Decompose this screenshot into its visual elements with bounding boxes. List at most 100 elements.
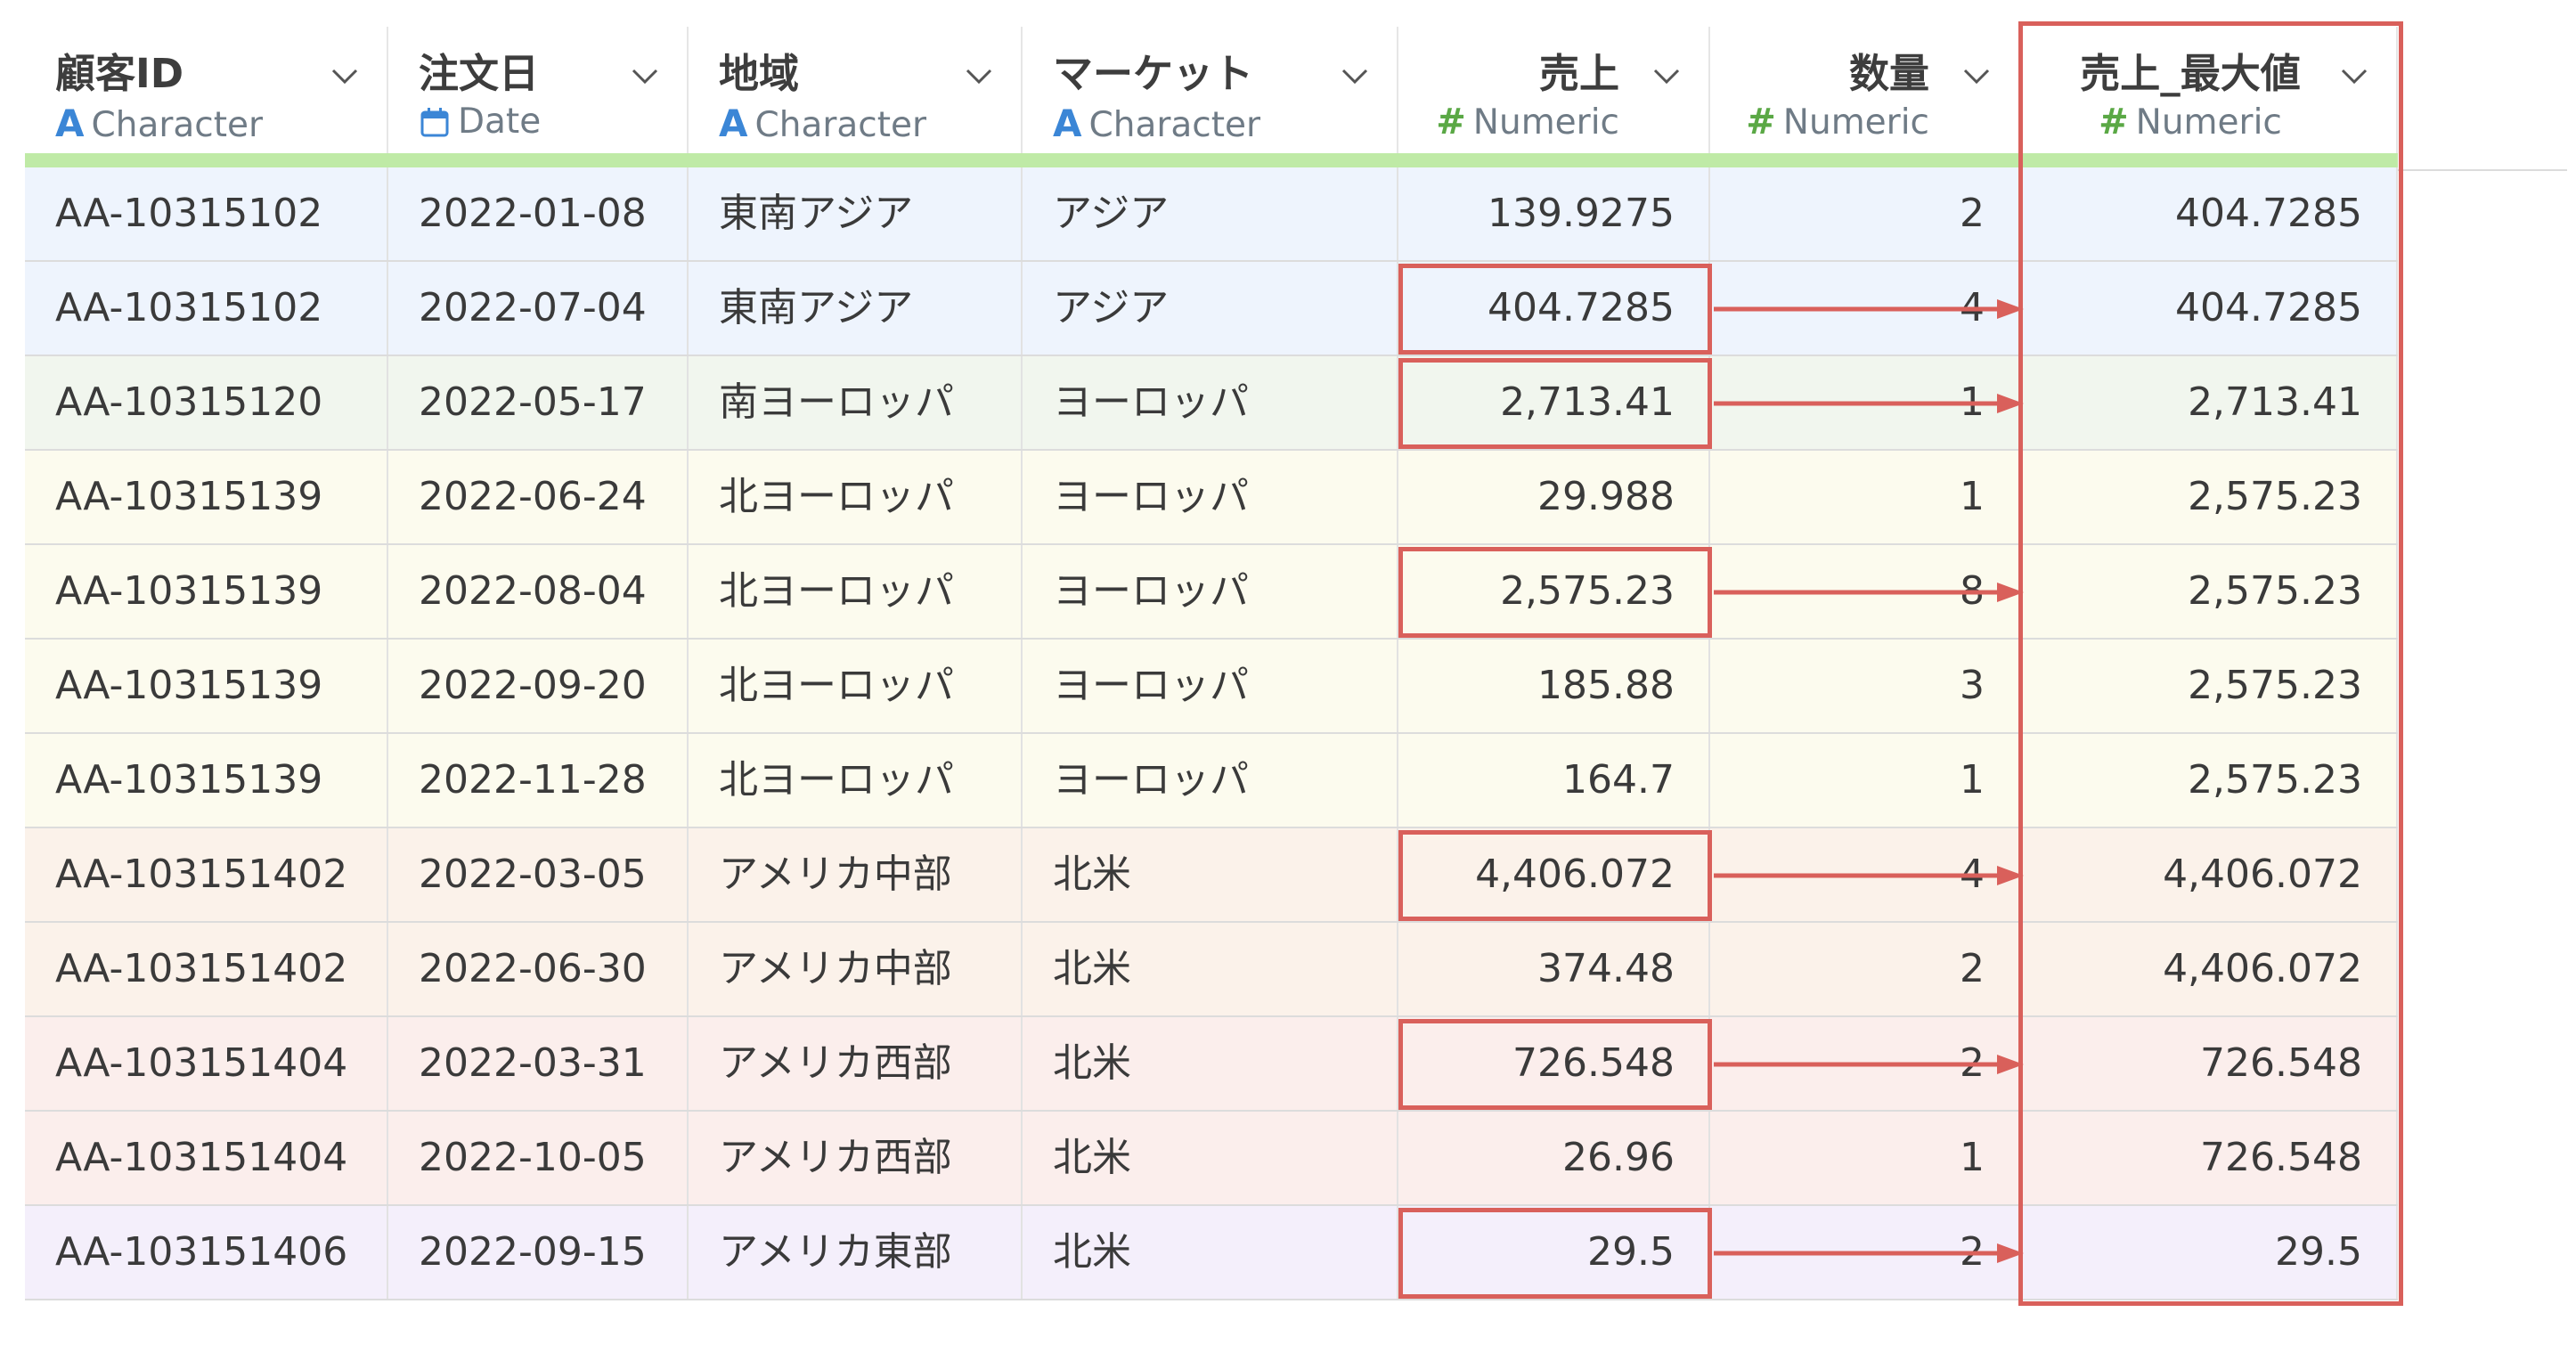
customer-id-cell[interactable]: AA-103151404 bbox=[25, 1017, 388, 1110]
order-date-cell[interactable]: 2022-06-30 bbox=[388, 923, 689, 1015]
customer-id-cell[interactable]: AA-10315139 bbox=[25, 640, 388, 732]
sales-max-cell[interactable]: 726.548 bbox=[2020, 1112, 2398, 1204]
sales-max-cell[interactable]: 726.548 bbox=[2020, 1017, 2398, 1110]
region-cell[interactable]: 東南アジア bbox=[689, 167, 1023, 260]
table-row[interactable]: AA-10315139 2022-09-20 北ヨーロッパ ヨーロッパ 185.88 3 2… bbox=[25, 640, 2398, 734]
customer-id-cell[interactable]: AA-10315120 bbox=[25, 356, 388, 449]
customer-id-cell[interactable]: AA-103151402 bbox=[25, 828, 388, 921]
sales-cell[interactable]: 374.48 bbox=[1398, 923, 1710, 1015]
chevron-down-icon[interactable] bbox=[1961, 61, 1992, 91]
sales-max-cell[interactable]: 404.7285 bbox=[2020, 167, 2398, 260]
sales-max-cell[interactable]: 2,575.23 bbox=[2020, 640, 2398, 732]
customer-id-cell[interactable]: AA-10315139 bbox=[25, 545, 388, 638]
market-cell[interactable]: 北米 bbox=[1023, 1206, 1398, 1299]
sales-cell[interactable]: 185.88 bbox=[1398, 640, 1710, 732]
customer-id-cell[interactable]: AA-103151402 bbox=[25, 923, 388, 1015]
market-cell[interactable]: ヨーロッパ bbox=[1023, 640, 1398, 732]
region-cell[interactable]: 北ヨーロッパ bbox=[689, 545, 1023, 638]
customer-id-cell[interactable]: AA-10315102 bbox=[25, 262, 388, 355]
chevron-down-icon[interactable] bbox=[2339, 61, 2369, 91]
region-cell[interactable]: アメリカ西部 bbox=[689, 1017, 1023, 1110]
order-date-cell[interactable]: 2022-03-05 bbox=[388, 828, 689, 921]
order-date-cell[interactable]: 2022-08-04 bbox=[388, 545, 689, 638]
sales-max-cell[interactable]: 2,575.23 bbox=[2020, 545, 2398, 638]
order-date-cell[interactable]: 2022-07-04 bbox=[388, 262, 689, 355]
quantity-cell[interactable]: 1 bbox=[1710, 1112, 2020, 1204]
sales-max-cell[interactable]: 2,575.23 bbox=[2020, 734, 2398, 827]
column-header[interactable]: 売上_最大値 # Numeric bbox=[2020, 27, 2398, 153]
sales-cell[interactable]: 404.7285 bbox=[1398, 262, 1710, 355]
customer-id-cell[interactable]: AA-103151404 bbox=[25, 1112, 388, 1204]
sales-max-cell[interactable]: 4,406.072 bbox=[2020, 923, 2398, 1015]
market-cell[interactable]: 北米 bbox=[1023, 1017, 1398, 1110]
sales-cell[interactable]: 726.548 bbox=[1398, 1017, 1710, 1110]
region-cell[interactable]: 北ヨーロッパ bbox=[689, 640, 1023, 732]
customer-id-cell[interactable]: AA-10315139 bbox=[25, 734, 388, 827]
table-row[interactable]: AA-10315102 2022-01-08 東南アジア アジア 139.9275 2 40… bbox=[25, 167, 2398, 262]
character-type-icon: A bbox=[55, 102, 85, 145]
column-header[interactable]: 顧客ID A Character bbox=[25, 27, 388, 153]
order-date-cell[interactable]: 2022-06-24 bbox=[388, 451, 689, 543]
column-header[interactable]: 売上 # Numeric bbox=[1398, 27, 1710, 153]
region-cell[interactable]: アメリカ中部 bbox=[689, 828, 1023, 921]
sales-max-cell[interactable]: 2,575.23 bbox=[2020, 451, 2398, 543]
sales-max-cell[interactable]: 2,713.41 bbox=[2020, 356, 2398, 449]
sales-max-cell[interactable]: 404.7285 bbox=[2020, 262, 2398, 355]
quantity-cell[interactable]: 2 bbox=[1710, 923, 2020, 1015]
table-row[interactable]: AA-10315120 2022-05-17 南ヨーロッパ ヨーロッパ 2,713.41… bbox=[25, 356, 2398, 451]
column-header[interactable]: 数量 # Numeric bbox=[1710, 27, 2020, 153]
table-row[interactable]: AA-10315139 2022-11-28 北ヨーロッパ ヨーロッパ 164.7 1 2,… bbox=[25, 734, 2398, 828]
customer-id-cell[interactable]: AA-10315102 bbox=[25, 167, 388, 260]
sales-cell[interactable]: 2,575.23 bbox=[1398, 545, 1710, 638]
sales-max-cell[interactable]: 4,406.072 bbox=[2020, 828, 2398, 921]
quantity-cell[interactable]: 1 bbox=[1710, 734, 2020, 827]
region-cell[interactable]: 北ヨーロッパ bbox=[689, 734, 1023, 827]
chevron-down-icon[interactable] bbox=[330, 61, 360, 91]
order-date-cell[interactable]: 2022-09-20 bbox=[388, 640, 689, 732]
chevron-down-icon[interactable] bbox=[630, 61, 660, 91]
market-cell[interactable]: ヨーロッパ bbox=[1023, 356, 1398, 449]
sales-cell[interactable]: 29.988 bbox=[1398, 451, 1710, 543]
market-cell[interactable]: アジア bbox=[1023, 262, 1398, 355]
chevron-down-icon[interactable] bbox=[1340, 61, 1370, 91]
customer-id-cell[interactable]: AA-103151406 bbox=[25, 1206, 388, 1299]
region-cell[interactable]: アメリカ中部 bbox=[689, 923, 1023, 1015]
sales-cell[interactable]: 139.9275 bbox=[1398, 167, 1710, 260]
chevron-down-icon[interactable] bbox=[1651, 61, 1682, 91]
market-cell[interactable]: 北米 bbox=[1023, 923, 1398, 1015]
region-cell[interactable]: 南ヨーロッパ bbox=[689, 356, 1023, 449]
order-date-cell[interactable]: 2022-11-28 bbox=[388, 734, 689, 827]
quantity-cell[interactable]: 2 bbox=[1710, 167, 2020, 260]
order-date-cell[interactable]: 2022-01-08 bbox=[388, 167, 689, 260]
sales-cell[interactable]: 164.7 bbox=[1398, 734, 1710, 827]
column-type-label: Numeric bbox=[1472, 102, 1619, 143]
table-row[interactable]: AA-10315139 2022-06-24 北ヨーロッパ ヨーロッパ 29.988 1 2… bbox=[25, 451, 2398, 545]
market-cell[interactable]: ヨーロッパ bbox=[1023, 545, 1398, 638]
region-cell[interactable]: 北ヨーロッパ bbox=[689, 451, 1023, 543]
order-date-cell[interactable]: 2022-03-31 bbox=[388, 1017, 689, 1110]
order-date-cell[interactable]: 2022-05-17 bbox=[388, 356, 689, 449]
customer-id-cell[interactable]: AA-10315139 bbox=[25, 451, 388, 543]
column-header[interactable]: 注文日 Date bbox=[388, 27, 689, 153]
column-header[interactable]: 地域 A Character bbox=[689, 27, 1023, 153]
sales-max-cell[interactable]: 29.5 bbox=[2020, 1206, 2398, 1299]
region-cell[interactable]: アメリカ東部 bbox=[689, 1206, 1023, 1299]
market-cell[interactable]: 北米 bbox=[1023, 828, 1398, 921]
market-cell[interactable]: アジア bbox=[1023, 167, 1398, 260]
market-cell[interactable]: ヨーロッパ bbox=[1023, 734, 1398, 827]
market-cell[interactable]: 北米 bbox=[1023, 1112, 1398, 1204]
order-date-cell[interactable]: 2022-10-05 bbox=[388, 1112, 689, 1204]
chevron-down-icon[interactable] bbox=[964, 61, 994, 91]
region-cell[interactable]: 東南アジア bbox=[689, 262, 1023, 355]
quantity-cell[interactable]: 3 bbox=[1710, 640, 2020, 732]
max-sales-highlight bbox=[1398, 358, 1712, 449]
sales-cell[interactable]: 26.96 bbox=[1398, 1112, 1710, 1204]
region-cell[interactable]: アメリカ西部 bbox=[689, 1112, 1023, 1204]
order-date-cell[interactable]: 2022-09-15 bbox=[388, 1206, 689, 1299]
table-row[interactable]: AA-103151402 2022-06-30 アメリカ中部 北米 374.48 2 4,4… bbox=[25, 923, 2398, 1017]
market-cell[interactable]: ヨーロッパ bbox=[1023, 451, 1398, 543]
table-row[interactable]: AA-103151404 2022-10-05 アメリカ西部 北米 26.96 1 726.… bbox=[25, 1112, 2398, 1206]
sales-cell[interactable]: 2,713.41 bbox=[1398, 356, 1710, 449]
quantity-cell[interactable]: 1 bbox=[1710, 451, 2020, 543]
column-header[interactable]: マーケット A Character bbox=[1023, 27, 1398, 153]
